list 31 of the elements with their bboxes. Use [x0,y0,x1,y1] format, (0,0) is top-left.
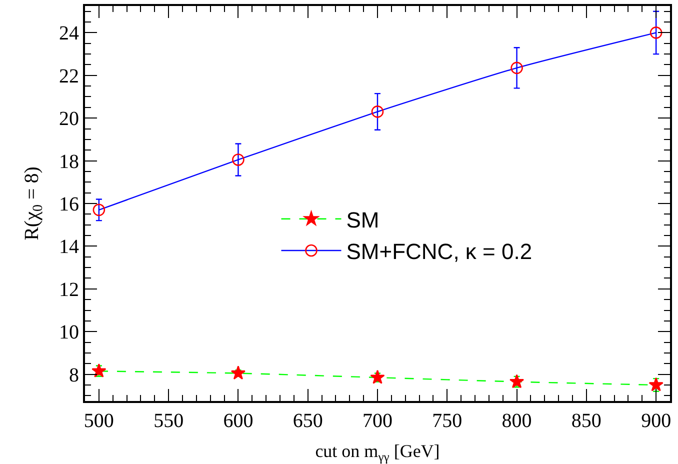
point [232,154,244,166]
point [92,363,106,378]
y-tick-label: 24 [59,22,79,45]
y-tick-label: 16 [59,194,79,216]
y-tick-label: 14 [59,236,79,258]
y-tick-label: 12 [59,278,79,301]
point [509,374,524,388]
y-tick-label: 18 [59,150,79,173]
x-axis-title: cut on m$_{γγ}$ [GeV] [315,441,440,464]
point [371,106,384,118]
x-tick-label: 750 [432,410,462,432]
x-tick-label: 900 [641,410,672,432]
point [510,62,523,74]
y-tick-label: 8 [69,364,79,386]
x-tick-label: 550 [154,410,184,432]
x-tick-label: 500 [84,410,114,432]
point [230,366,246,380]
point [92,204,106,216]
x-tick-label: 850 [571,410,602,432]
x-tick-label: 650 [292,410,323,432]
x-tick-label: 600 [223,410,254,432]
y-tick-label: 22 [59,65,79,88]
y-tick-label: 10 [59,322,79,344]
x-tick-label: 700 [362,410,392,432]
point [648,377,664,392]
point [370,370,385,384]
legend-label: SM+FCNC, κ = 0.2 [346,239,532,264]
x-tick-label: 800 [502,410,532,432]
legend-label: SM [346,207,380,232]
y-tick-label: 20 [59,108,79,130]
point [650,26,662,39]
